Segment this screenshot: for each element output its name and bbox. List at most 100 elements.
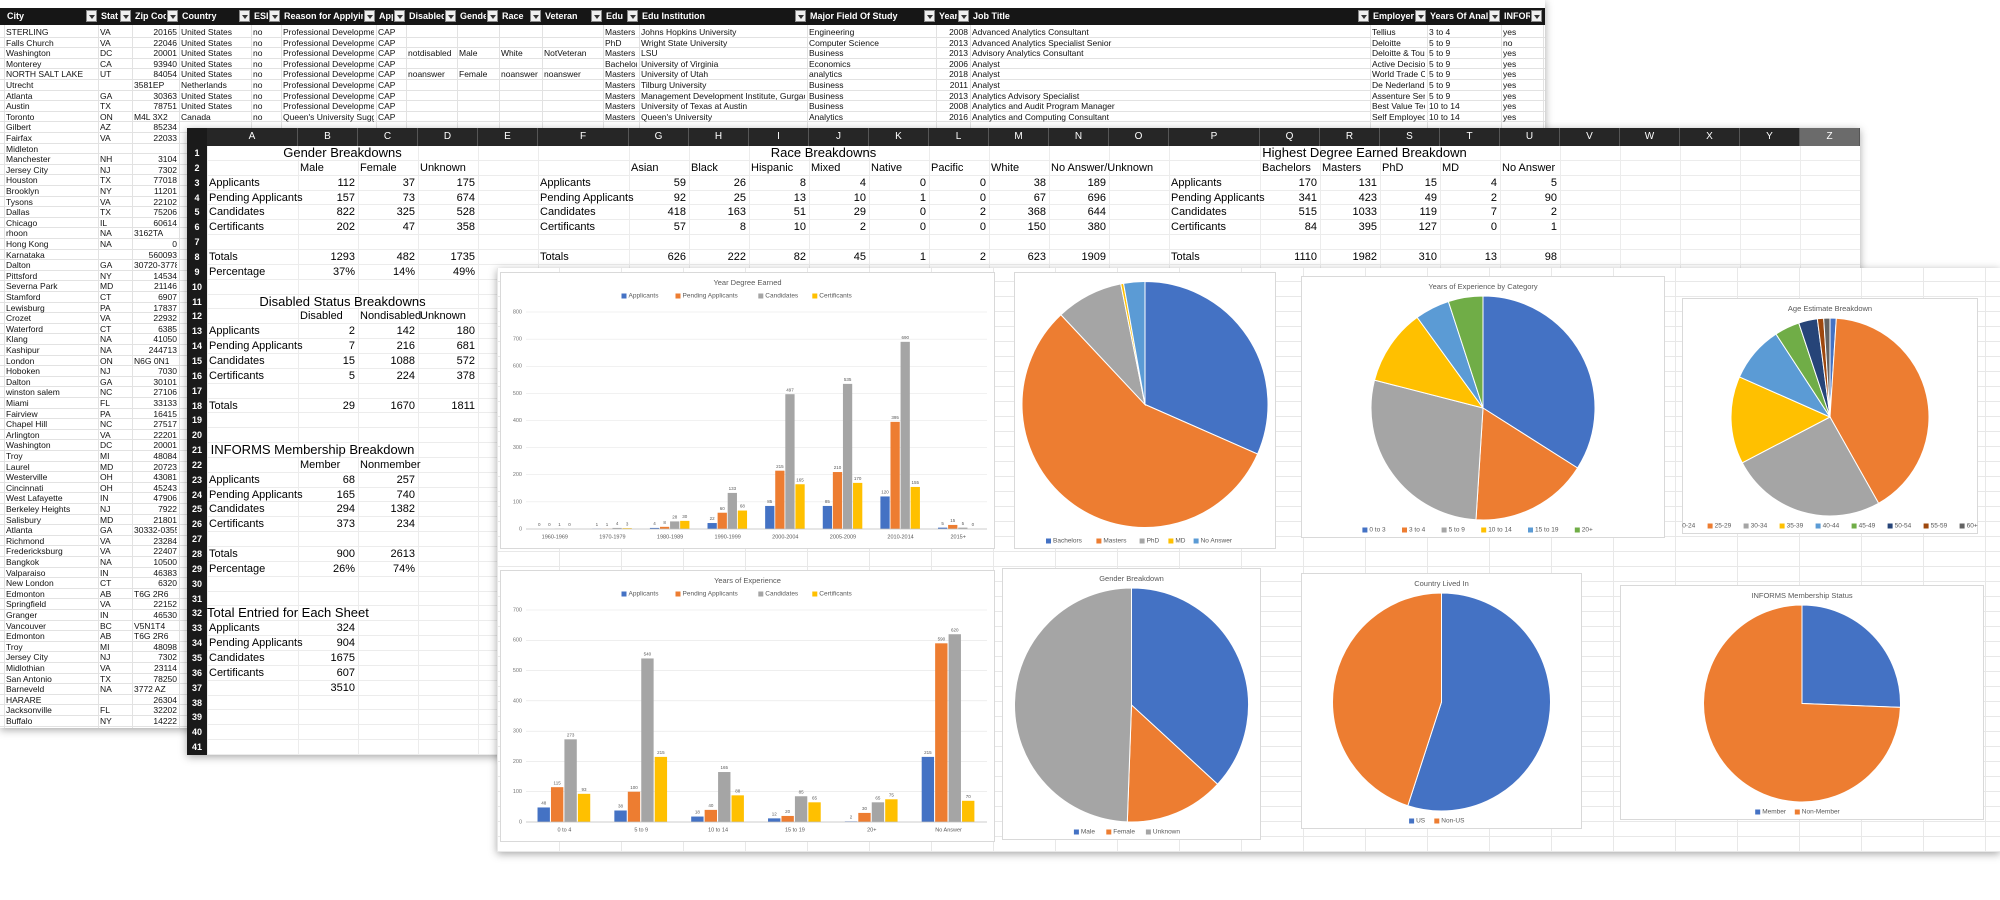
cell: 93940 xyxy=(153,58,177,69)
row-line xyxy=(207,248,1860,250)
cell: 6907 xyxy=(158,292,177,302)
cell-value: 15 xyxy=(1424,176,1437,189)
cell: 5 to 9 xyxy=(1429,58,1451,69)
legend-swatch xyxy=(1923,523,1929,529)
data-label: 0 xyxy=(568,522,571,527)
cell: Barneveld xyxy=(6,684,45,695)
cell-value: 49% xyxy=(452,265,475,278)
filter-button[interactable] xyxy=(1415,10,1426,22)
column-header: Stat xyxy=(101,11,119,21)
column-header: Disabled xyxy=(409,11,444,21)
row-header-bar xyxy=(187,128,207,755)
bar xyxy=(717,512,727,529)
cell: NotVeteran xyxy=(544,48,587,59)
column-header: Employer xyxy=(1373,11,1414,21)
cell-value: 15 xyxy=(342,354,355,367)
legend-label: 20+ xyxy=(1582,527,1593,534)
column-header: Edu Institution xyxy=(642,11,705,21)
column-heading: Nondisabled xyxy=(360,310,422,323)
filter-button[interactable] xyxy=(591,10,602,22)
filter-button[interactable] xyxy=(924,10,935,22)
data-label: 85 xyxy=(799,789,805,794)
column-heading: Mixed xyxy=(811,161,841,174)
cell: no xyxy=(253,90,263,101)
grid-line xyxy=(478,146,479,755)
filter-button[interactable] xyxy=(627,10,638,22)
cell: NJ xyxy=(100,504,111,514)
row-number: 20 xyxy=(191,430,202,441)
row-label: Candidates xyxy=(209,354,265,367)
legend-swatch xyxy=(1574,527,1580,533)
filter-button[interactable] xyxy=(239,10,250,22)
cell: 23284 xyxy=(153,535,177,546)
filter-button[interactable] xyxy=(795,10,806,22)
column-heading: Asian xyxy=(631,161,659,174)
filter-button[interactable] xyxy=(1531,10,1542,22)
pie-slice xyxy=(1801,604,1901,708)
pie-slice xyxy=(1475,407,1579,521)
cell-value: 74% xyxy=(392,562,415,575)
filter-arrow xyxy=(1534,15,1540,19)
row-label: Candidates xyxy=(209,503,265,516)
cell: 3772 AZ xyxy=(134,684,166,695)
filter-button[interactable] xyxy=(86,10,97,22)
bar xyxy=(680,520,690,529)
bar xyxy=(880,496,890,529)
cell-value: 294 xyxy=(336,503,355,516)
cell-value: 0 xyxy=(979,221,986,234)
cell-value: 170 xyxy=(1298,176,1317,189)
filter-button[interactable] xyxy=(958,10,969,22)
cell: OH xyxy=(100,482,113,493)
cell: 22046 xyxy=(153,37,177,48)
filter-button[interactable] xyxy=(445,10,456,22)
column-letter: H xyxy=(689,128,749,146)
cell: NA xyxy=(100,684,112,695)
row-number: 28 xyxy=(191,549,202,560)
cell-value: 73 xyxy=(402,191,415,204)
cell: Gilbert xyxy=(6,122,32,133)
row-label: Candidates xyxy=(209,206,265,219)
filter-button[interactable] xyxy=(1358,10,1369,22)
filter-button[interactable] xyxy=(167,10,178,22)
filter-button[interactable] xyxy=(120,10,131,22)
cell: 10 to 14 xyxy=(1429,111,1460,122)
data-label: 0 xyxy=(972,522,975,527)
cell-value: 202 xyxy=(336,221,355,234)
legend-swatch xyxy=(621,591,627,597)
legend-swatch xyxy=(1481,527,1487,533)
cell-value: 644 xyxy=(1087,206,1106,219)
cell: Analyst xyxy=(972,80,1000,90)
row-label: Percentage xyxy=(209,265,266,278)
cell: NY xyxy=(100,716,112,726)
cell-value: 157 xyxy=(336,191,355,204)
filter-button[interactable] xyxy=(394,10,405,22)
filter-button[interactable] xyxy=(487,10,498,22)
legend-swatch xyxy=(1362,527,1368,533)
column-letter: G xyxy=(629,128,689,146)
legend-swatch xyxy=(1168,538,1174,544)
cell: TX xyxy=(100,175,111,186)
bar xyxy=(795,484,805,529)
filter-button[interactable] xyxy=(364,10,375,22)
cell: yes xyxy=(1503,48,1517,59)
filter-button[interactable] xyxy=(1489,10,1500,22)
cell-value: 2 xyxy=(1550,206,1557,219)
chart: Years of Experience 0 100 200 300 400 500 600 70… xyxy=(500,570,995,842)
filter-button[interactable] xyxy=(269,10,280,22)
cell: MI xyxy=(100,641,110,652)
y-tick-label: 0 xyxy=(519,526,522,532)
cell: Kashipur xyxy=(6,345,40,355)
cell-value: 8 xyxy=(739,221,746,234)
y-tick-label: 400 xyxy=(513,698,522,704)
cell: Masters xyxy=(605,48,636,59)
x-tick-label: 1990-1999 xyxy=(715,534,741,540)
filter-button[interactable] xyxy=(530,10,541,22)
cell-value: 2 xyxy=(348,325,355,338)
bar xyxy=(910,486,920,529)
cell: Buffalo xyxy=(6,716,33,726)
cell: White xyxy=(501,48,523,59)
cell: VA xyxy=(100,313,111,324)
cell-value: 37% xyxy=(332,265,355,278)
cell: 5 to 9 xyxy=(1429,80,1451,90)
cell-value: 163 xyxy=(727,206,746,219)
